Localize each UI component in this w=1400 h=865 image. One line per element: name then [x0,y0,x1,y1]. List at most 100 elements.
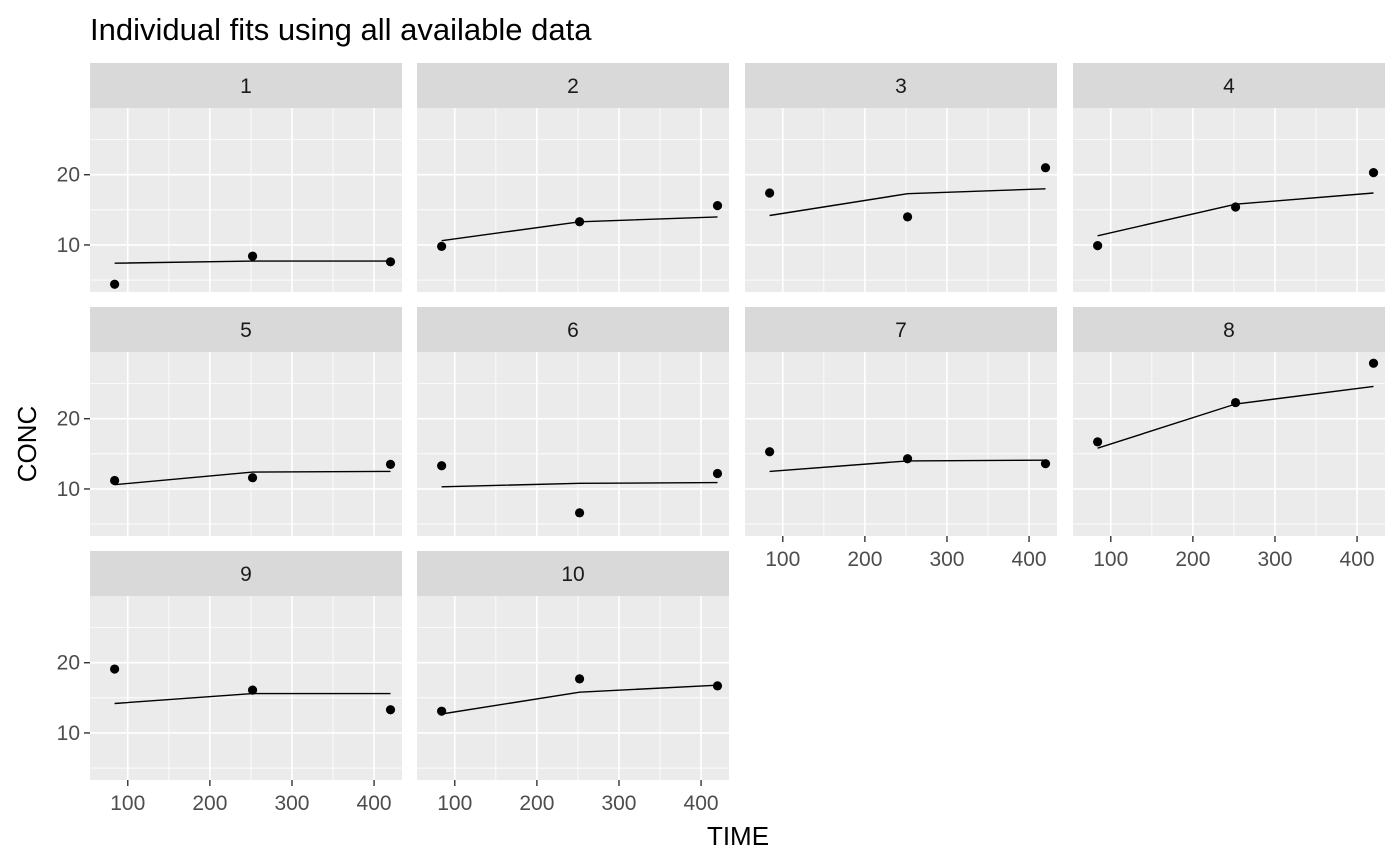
x-tick-label: 100 [1093,548,1128,571]
y-tick-label: 20 [57,164,80,187]
fit-line [114,260,391,264]
fit-line [769,188,1046,217]
panel-background [1073,352,1385,536]
data-point [1368,358,1379,368]
fit-line [441,481,718,488]
x-tick-label: 200 [1175,548,1210,571]
data-point [902,212,913,222]
facet-strip [90,551,402,596]
data-point [765,188,775,198]
facet-strip-label: 9 [240,563,252,586]
x-tick-label: 300 [929,548,964,571]
y-tick-label: 10 [57,478,80,501]
facet-panel-9: 9 10 20 100 200 300 400 [57,551,402,815]
facet-strip-label: 8 [1223,319,1235,342]
x-tick-label: 100 [437,792,472,815]
data-point [1230,397,1241,408]
data-point [574,674,585,684]
data-point [1368,168,1379,178]
x-tick-label: 200 [519,792,554,815]
data-point [1093,437,1103,447]
facet-panel-1: 1 10 20 [57,63,402,292]
data-point [574,217,585,227]
facet-strip [90,63,402,108]
facet-strip [745,307,1057,352]
facet-strip-label: 7 [895,319,907,342]
panel-background [417,596,729,780]
facet-panels: 1 10 20 2 3 4 5 10 20 6 7 100 200 300 400 8 100 200 300 400… [57,63,1385,815]
data-point [1093,241,1103,251]
data-point [385,705,396,715]
panel-background [90,352,402,536]
data-point [110,664,120,674]
facet-strip-label: 1 [240,75,252,98]
y-axis-title: CONC [12,406,42,483]
data-point [247,251,258,261]
data-point [902,454,913,464]
facet-strip [745,63,1057,108]
panel-background [417,352,729,536]
x-tick-label: 200 [192,792,227,815]
facet-strip-label: 3 [895,75,907,98]
facet-panel-10: 10 100 200 300 400 [417,551,729,815]
x-tick-label: 400 [1012,548,1047,571]
data-point [110,279,120,289]
data-point [1230,202,1241,212]
x-tick-label: 400 [684,792,719,815]
facet-strip [1073,63,1385,108]
fit-line [441,684,718,715]
data-point [437,706,447,716]
panel-background [90,596,402,780]
panel-background [417,108,729,292]
data-point [247,473,258,483]
x-tick-label: 300 [274,792,309,815]
y-tick-label: 20 [57,408,80,431]
x-tick-label: 100 [765,548,800,571]
facet-panel-2: 2 [417,63,729,292]
data-point [437,461,447,471]
facet-strip [90,307,402,352]
x-tick-label: 100 [110,792,145,815]
x-axis-title: TIME [707,821,769,851]
facet-strip-label: 5 [240,319,252,342]
facet-strip [1073,307,1385,352]
data-point [1040,163,1051,173]
facet-panel-7: 7 100 200 300 400 [745,307,1057,571]
data-point [247,685,258,695]
y-tick-label: 10 [57,722,80,745]
facet-panel-4: 4 [1073,63,1385,292]
panel-background [1073,108,1385,292]
data-point [1040,459,1051,469]
facet-panel-6: 6 [417,307,729,536]
data-point [437,241,447,251]
data-point [765,447,775,457]
data-point [712,681,723,691]
data-point [385,257,396,267]
data-point [385,459,396,469]
facet-strip-label: 10 [561,563,584,586]
x-tick-label: 300 [1257,548,1292,571]
facet-strip [417,551,729,596]
y-tick-label: 20 [57,652,80,675]
facet-strip [417,63,729,108]
facet-panel-5: 5 10 20 [57,307,402,536]
facet-panel-8: 8 100 200 300 400 [1073,307,1385,571]
data-point [712,468,723,479]
panel-background [745,352,1057,536]
facet-strip-label: 2 [567,75,579,98]
panel-background [90,108,402,292]
x-tick-label: 300 [601,792,636,815]
data-point [110,475,120,486]
x-tick-label: 200 [847,548,882,571]
x-tick-label: 400 [1340,548,1375,571]
x-tick-label: 400 [357,792,392,815]
facet-panel-3: 3 [745,63,1057,292]
data-point [574,508,585,518]
y-tick-label: 10 [57,234,80,257]
data-point [712,201,723,211]
chart-title: Individual fits using all available data [90,12,592,47]
panel-background [745,108,1057,292]
facet-strip-label: 6 [567,319,579,342]
facet-strip [417,307,729,352]
